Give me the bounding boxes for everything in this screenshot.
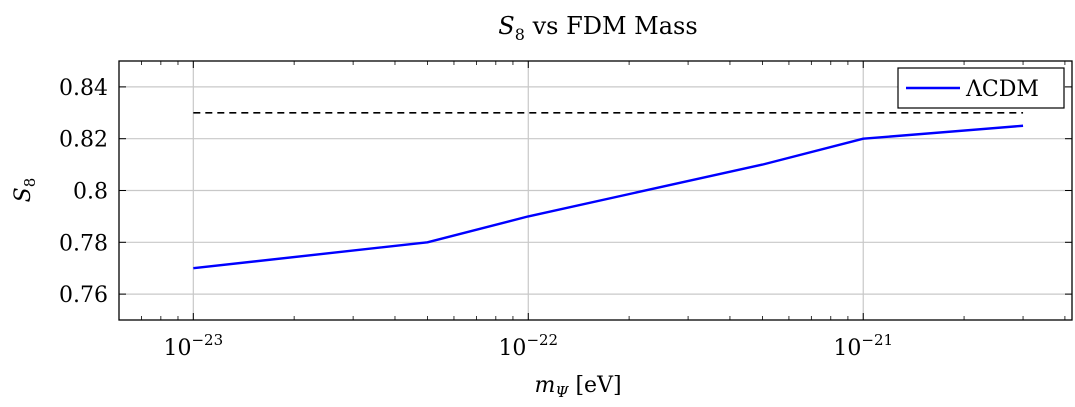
chart-title: S8 vs FDM Mass [498,12,697,44]
series-group [193,112,1024,270]
legend: ΛCDM [897,67,1065,109]
x-tick-label-1: 10−22 [498,331,558,361]
y-tick-label-4: 0.84 [59,76,108,101]
y-tick-label-2: 0.8 [73,180,108,205]
legend-label-lcdm: ΛCDM [965,77,1039,102]
x-axis-label: mΨ [eV] [534,373,621,401]
x-tick-labels: 10−23 10−22 10−21 [163,331,893,361]
y-tick-label-0: 0.76 [59,283,108,308]
axis-ticks [119,61,1072,320]
y-tick-label-1: 0.78 [59,231,108,256]
grid [119,61,1072,320]
x-tick-label-0: 10−23 [163,331,223,361]
y-axis-label: S8 [11,178,39,203]
y-tick-labels: 0.76 0.78 0.8 0.82 0.84 [59,76,108,308]
y-tick-label-3: 0.82 [59,128,108,153]
series-line-0 [193,124,1024,270]
x-tick-label-2: 10−21 [833,331,893,361]
